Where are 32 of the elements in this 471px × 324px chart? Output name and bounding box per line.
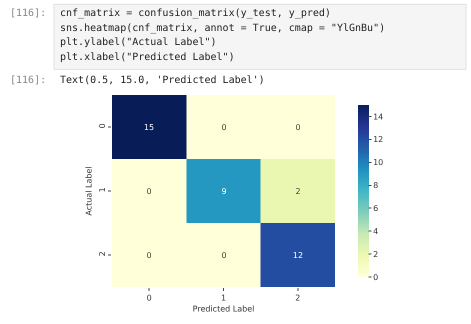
x-tick-label: 1 [220,294,226,303]
data-label: 0 [295,122,301,132]
y-tick-label: 0 [98,123,107,128]
text: sns.heatmap(cnf_matrix, annot = True, cmap = "YlGnBu") [60,23,386,34]
color-bar-label: 2 [373,250,378,259]
color-bar-label: 8 [373,181,378,190]
text: Text(0.5, 15.0, 'Predicted Label') [60,75,265,86]
data-label: 0 [146,250,152,260]
data-label: 9 [221,186,227,196]
data-label: 2 [295,186,301,196]
color-bar-label: 14 [373,112,384,122]
color-bar-label: 4 [373,226,378,236]
text: [116]: [10,8,46,19]
y-axis-title: Actual Label [84,166,94,216]
color-bar-label: 0 [373,272,378,282]
text: cnf_matrix = confusion_matrix(y_test, y_pred) [60,8,331,19]
y-tick-label: 1 [98,187,107,192]
y-tick-label: 2 [98,251,107,256]
data-label: 0 [146,186,152,196]
color-bar-label: 12 [373,135,384,144]
x-tick-label: 0 [146,294,152,303]
data-label: 12 [292,250,304,260]
data-label: 15 [144,122,154,132]
text: plt.ylabel("Actual Label") [60,37,217,48]
x-tick-label: 2 [295,294,300,303]
color-bar-label: 10 [373,158,384,168]
color-bar-label: 6 [373,204,378,213]
x-axis-title: Predicted Label [192,304,254,314]
data-label: 0 [221,122,227,132]
data-label: 0 [221,250,227,260]
text: [116]: [10,75,46,86]
text: plt.xlabel("Predicted Label") [60,52,235,63]
